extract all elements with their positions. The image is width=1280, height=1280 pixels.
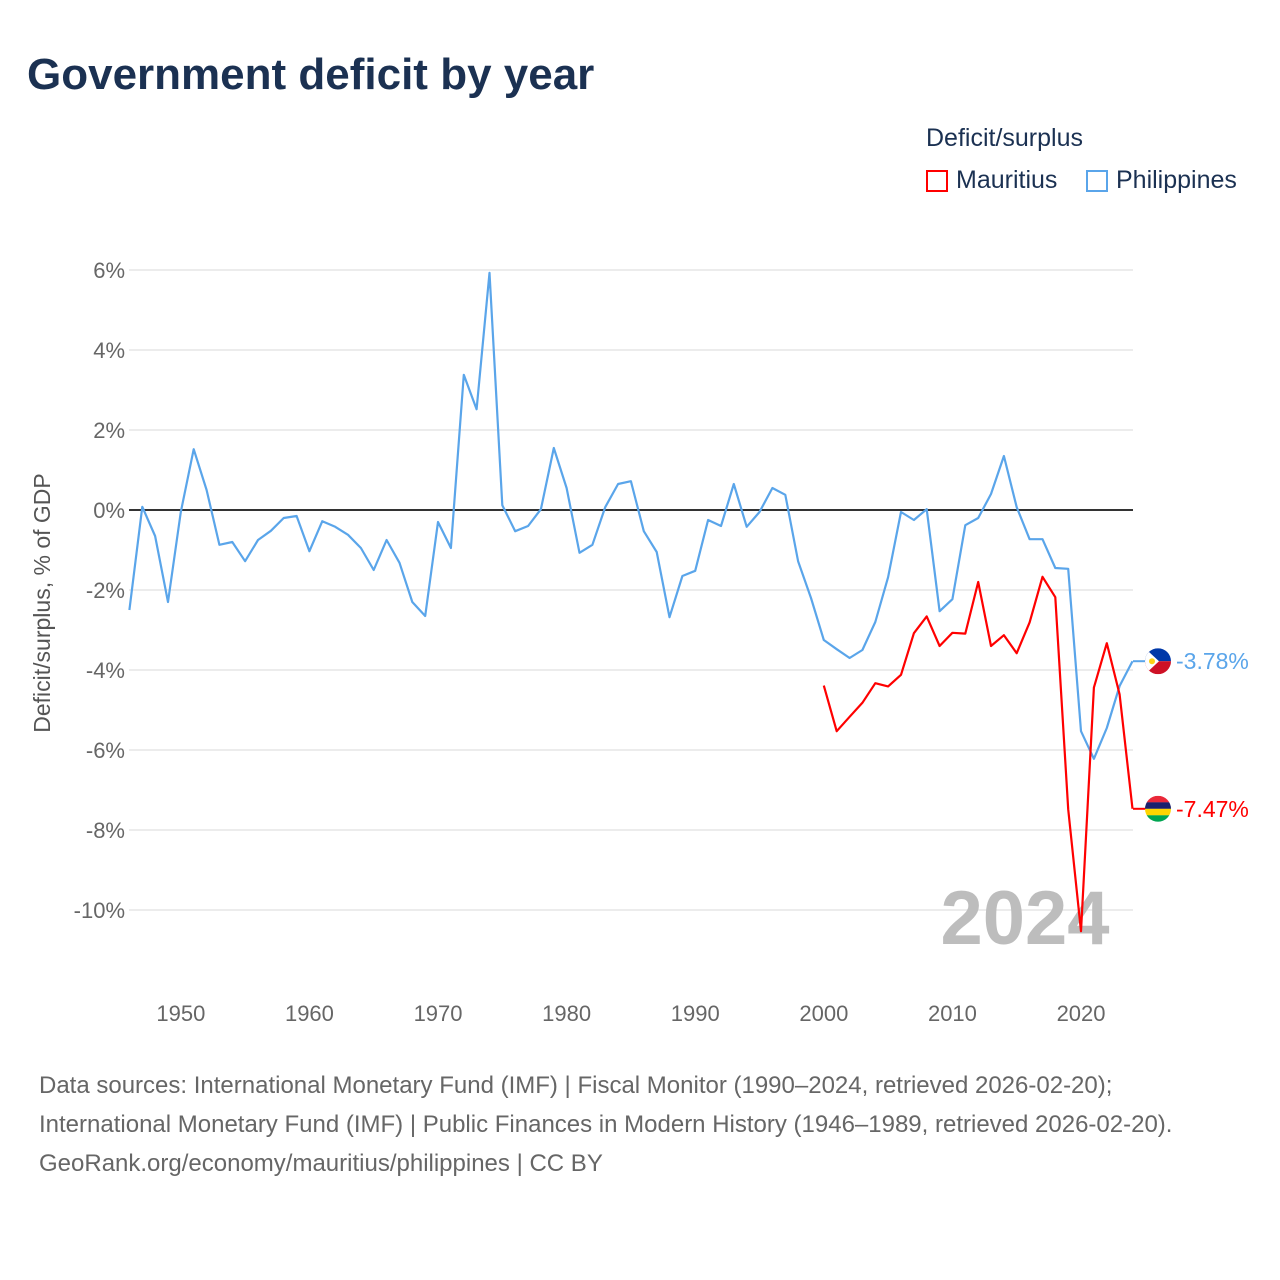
- y-tick-label: 6%: [93, 258, 125, 283]
- y-tick-label: -2%: [86, 578, 125, 603]
- y-tick-label: -4%: [86, 658, 125, 683]
- y-tick-label: 4%: [93, 338, 125, 363]
- series-line-mauritius: [822, 575, 1134, 933]
- legend-item-mauritius[interactable]: Mauritius: [926, 166, 1057, 195]
- legend-label: Mauritius: [956, 166, 1058, 194]
- x-tick-label: 1990: [671, 1001, 720, 1026]
- x-tick-label: 1970: [414, 1001, 463, 1026]
- footer: Data sources: International Monetary Fun…: [39, 1066, 1239, 1183]
- x-tick-label: 2020: [1057, 1001, 1106, 1026]
- legend-swatch-philippines: [1086, 169, 1108, 192]
- y-tick-label: -6%: [86, 738, 125, 763]
- y-tick-label: 2%: [93, 418, 125, 443]
- x-tick-label: 2000: [799, 1001, 848, 1026]
- legend-label: Philippines: [1116, 166, 1237, 194]
- data-sources: Data sources: International Monetary Fun…: [39, 1072, 1173, 1138]
- chart-title: Government deficit by year: [27, 50, 595, 99]
- y-tick-label: -8%: [86, 818, 125, 843]
- y-axis-title: Deficit/surplus, % of GDP: [29, 473, 55, 732]
- x-tick-label: 1960: [285, 1001, 334, 1026]
- flag-icon-mauritius: [1145, 795, 1171, 822]
- legend-title: Deficit/surplus: [926, 124, 1083, 152]
- plot-area: 6% 4% 2% 0% -2% -4% -6% -8% -10% 1950 1960 1970 1980…: [29, 258, 1249, 1026]
- x-tick-label: 1950: [156, 1001, 205, 1026]
- x-tick-label: 1980: [542, 1001, 591, 1026]
- end-label-philippines: -3.78%: [1176, 648, 1249, 674]
- y-tick-label: 0%: [93, 498, 125, 523]
- x-tick-label: 2010: [928, 1001, 977, 1026]
- legend-item-philippines[interactable]: Philippines: [1086, 166, 1237, 195]
- flag-icon-philippines: [1145, 648, 1171, 675]
- end-label-mauritius: -7.47%: [1176, 796, 1249, 822]
- legend-swatch-mauritius: [926, 169, 948, 192]
- series-line-philippines: [128, 271, 1134, 760]
- credit-link[interactable]: GeoRank.org/economy/mauritius/philippine…: [39, 1150, 603, 1177]
- y-tick-label: -10%: [74, 898, 125, 923]
